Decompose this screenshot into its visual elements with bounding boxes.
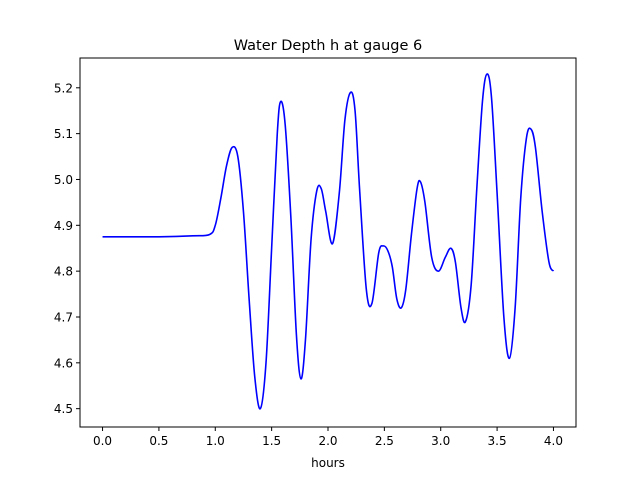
x-tick-label: 1.0 <box>206 434 225 448</box>
x-tick-label: 3.5 <box>488 434 507 448</box>
x-tick-label: 2.5 <box>375 434 394 448</box>
plot-frame <box>79 57 577 428</box>
x-tick-label: 3.0 <box>431 434 450 448</box>
y-tick-label: 4.5 <box>54 402 73 416</box>
chart-title: Water Depth h at gauge 6 <box>234 38 422 54</box>
y-tick-label: 4.7 <box>54 310 73 324</box>
y-tick-label: 4.8 <box>54 265 73 279</box>
y-tick-label: 4.9 <box>54 219 73 233</box>
x-tick-label: 2.0 <box>318 434 337 448</box>
y-tick-label: 5.1 <box>54 127 73 141</box>
x-tick-label: 1.5 <box>262 434 281 448</box>
x-tick-label: 4.0 <box>544 434 563 448</box>
y-tick-label: 5.0 <box>54 173 73 187</box>
x-tick-label: 0.0 <box>93 434 112 448</box>
y-tick-label: 4.6 <box>54 356 73 370</box>
x-tick-label: 0.5 <box>149 434 168 448</box>
x-axis-label: hours <box>311 456 345 470</box>
series-line-0 <box>102 73 555 410</box>
y-tick-label: 5.2 <box>54 81 73 95</box>
